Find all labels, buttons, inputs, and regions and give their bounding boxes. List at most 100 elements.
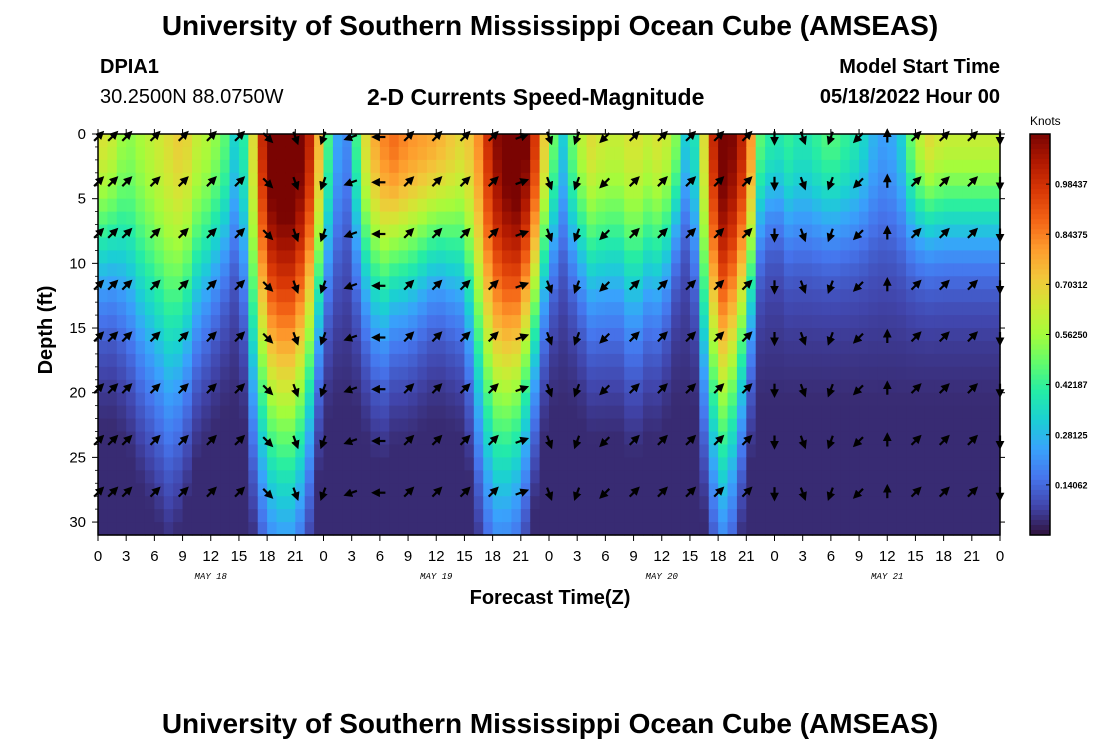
heatmap-cell <box>736 211 747 226</box>
heatmap-cell <box>633 302 644 316</box>
heatmap-cell <box>981 444 992 458</box>
heatmap-cell <box>257 366 268 381</box>
heatmap-cell <box>736 328 747 342</box>
heatmap-cell <box>736 483 747 497</box>
heatmap-cell <box>765 263 776 277</box>
heatmap-cell <box>802 366 813 381</box>
heatmap-cell <box>229 522 240 536</box>
heatmap-cell <box>765 366 776 381</box>
heatmap-cell <box>840 457 851 471</box>
heatmap-cell <box>689 457 700 471</box>
heatmap-cell <box>708 431 719 446</box>
heatmap-cell <box>981 224 992 239</box>
heatmap-cell <box>746 134 757 148</box>
heatmap-cell <box>915 418 926 433</box>
colorbar-tick-label: 0.56250 <box>1055 330 1088 340</box>
heatmap-cell <box>727 353 738 368</box>
current-vector-arrow <box>967 279 979 291</box>
heatmap-cell <box>511 418 522 433</box>
heatmap-cell <box>539 483 550 497</box>
heatmap-cell <box>924 134 935 148</box>
heatmap-cell <box>361 315 372 329</box>
heatmap-cell <box>276 496 287 510</box>
heatmap-cell <box>163 496 174 510</box>
heatmap-cell <box>173 289 184 303</box>
heatmap-cell <box>943 315 954 329</box>
heatmap-cell <box>849 250 860 264</box>
heatmap-cell <box>953 431 964 446</box>
heatmap-cell <box>896 276 907 290</box>
heatmap-cell <box>314 211 325 226</box>
current-vector-arrow <box>938 227 950 239</box>
heatmap-cell <box>304 328 315 342</box>
heatmap-cell <box>445 224 456 239</box>
heatmap-cell <box>765 172 776 187</box>
heatmap-cell <box>295 263 306 277</box>
heatmap-cell <box>624 444 635 458</box>
heatmap-cell <box>577 405 588 420</box>
heatmap-cell <box>849 340 860 355</box>
heatmap-cell <box>323 405 334 420</box>
heatmap-cell <box>464 302 475 316</box>
heatmap-cell <box>812 457 823 471</box>
heatmap-cell <box>549 146 559 161</box>
heatmap-cell <box>943 250 954 264</box>
heatmap-cell <box>332 198 343 213</box>
heatmap-cell <box>248 366 259 381</box>
heatmap-cell <box>417 470 428 484</box>
heatmap-cell <box>981 276 992 290</box>
current-vector-arrow <box>149 227 161 239</box>
colorbar-swatch <box>1030 494 1050 501</box>
heatmap-cell <box>285 522 296 536</box>
colorbar-swatch <box>1030 219 1050 225</box>
heatmap-cell <box>577 418 588 433</box>
heatmap-cell <box>257 276 268 290</box>
heatmap-cell <box>426 224 437 239</box>
heatmap-cell <box>971 315 982 329</box>
heatmap-cell <box>116 185 127 200</box>
heatmap-cell <box>511 340 522 355</box>
heatmap-cell <box>830 418 841 433</box>
heatmap-cell <box>248 172 259 187</box>
heatmap-cell <box>323 418 334 433</box>
heatmap-cell <box>953 237 964 252</box>
heatmap-cell <box>680 146 691 161</box>
heatmap-cell <box>906 159 917 174</box>
heatmap-cell <box>295 276 306 290</box>
heatmap-cell <box>238 263 249 277</box>
heatmap-cell <box>276 263 287 277</box>
heatmap-cell <box>323 134 334 148</box>
x-tick-label: 3 <box>573 548 581 565</box>
heatmap-cell <box>971 302 982 316</box>
heatmap-cell <box>793 457 804 471</box>
heatmap-cell <box>361 146 372 161</box>
heatmap-cell <box>549 431 559 446</box>
heatmap-cell <box>276 146 287 161</box>
heatmap-cell <box>699 146 710 161</box>
heatmap-cell <box>201 405 212 420</box>
heatmap-cell <box>220 496 231 510</box>
current-vector-arrow <box>685 383 697 394</box>
heatmap-cell <box>774 172 785 187</box>
heatmap-cell <box>755 315 766 329</box>
heatmap-cell <box>173 315 184 329</box>
heatmap-cell <box>483 302 494 316</box>
heatmap-cell <box>689 444 700 458</box>
heatmap-cell <box>220 185 231 200</box>
heatmap-cell <box>840 470 851 484</box>
heatmap-cell <box>417 328 428 342</box>
heatmap-cell <box>746 146 757 161</box>
heatmap-cell <box>718 418 729 433</box>
heatmap-cell <box>295 444 306 458</box>
colorbar-swatch <box>1030 144 1050 150</box>
heatmap-cell <box>520 431 531 446</box>
heatmap-cell <box>624 159 635 174</box>
heatmap-cell <box>887 276 898 290</box>
heatmap-cell <box>173 302 184 316</box>
heatmap-cell <box>144 509 155 523</box>
heatmap-cell <box>605 457 616 471</box>
heatmap-cell <box>520 340 531 355</box>
heatmap-cell <box>605 211 616 226</box>
x-tick-label: 9 <box>178 548 186 565</box>
heatmap-cell <box>746 302 757 316</box>
